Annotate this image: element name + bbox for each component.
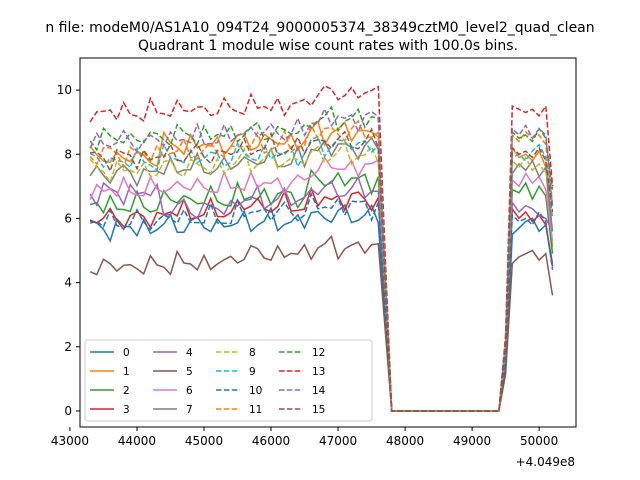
x-tick-label: 49000 (453, 434, 491, 448)
x-tick-label: 48000 (386, 434, 424, 448)
x-tick-label: 43000 (51, 434, 89, 448)
legend-label: 0 (123, 347, 130, 359)
x-tick-label: 47000 (319, 434, 357, 448)
legend-label: 1 (123, 366, 130, 378)
chart-title: Quadrant 1 module wise count rates with … (138, 38, 518, 54)
x-tick-label: 45000 (185, 434, 223, 448)
plot-area (89, 84, 554, 412)
y-tick-label: 10 (57, 83, 72, 97)
legend-label: 11 (249, 404, 262, 416)
legend-box (84, 339, 373, 422)
plot-frame (79, 57, 577, 428)
x-offset-label: +4.049e8 (516, 455, 575, 469)
legend-label: 5 (186, 366, 193, 378)
legend-label: 13 (312, 366, 325, 378)
legend-label: 12 (312, 347, 325, 359)
legend-label: 8 (249, 347, 256, 359)
legend-label: 6 (186, 385, 193, 397)
y-tick-label: 4 (64, 276, 72, 290)
x-tick-label: 46000 (252, 434, 290, 448)
y-tick-label: 6 (64, 211, 72, 225)
legend-label: 7 (186, 404, 193, 416)
series-line-15 (90, 127, 554, 412)
y-tick-label: 2 (64, 340, 72, 354)
series-line-10 (89, 191, 554, 412)
y-tick-label: 8 (64, 147, 72, 161)
y-tick-label: 0 (64, 404, 72, 418)
legend-label: 3 (123, 404, 130, 416)
x-axis: 43000 44000 45000 46000 47000 48000 49000 50000 (51, 427, 558, 448)
x-tick-label: 44000 (118, 434, 156, 448)
legend-label: 9 (249, 366, 256, 378)
x-tick-label: 50000 (520, 434, 558, 448)
figure-suptitle: n file: modeM0/AS1A10_094T24_9000005374_… (45, 20, 594, 36)
legend-label: 4 (186, 347, 193, 359)
legend-label: 10 (249, 385, 262, 397)
legend-label: 2 (123, 385, 130, 397)
y-axis: 0 2 4 6 8 10 (57, 83, 80, 418)
legend-label: 14 (312, 385, 326, 397)
legend-label: 15 (312, 404, 325, 416)
